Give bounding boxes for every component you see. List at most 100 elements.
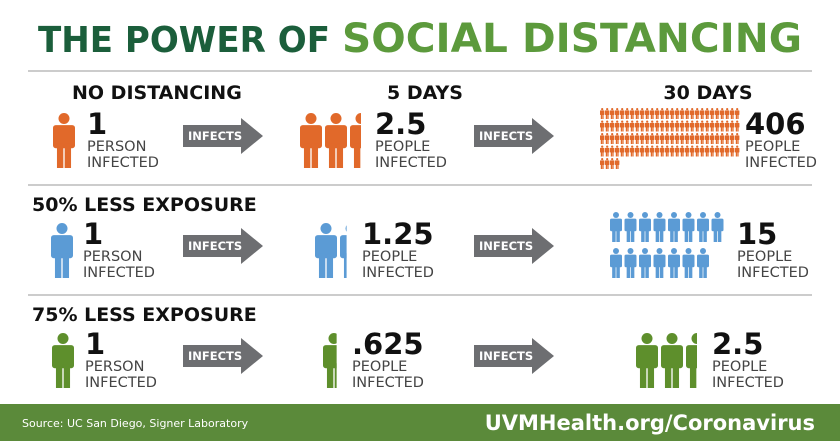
body <box>655 110 660 116</box>
person-icon <box>615 120 620 132</box>
arrow <box>474 118 554 154</box>
head <box>641 108 644 111</box>
leg <box>720 126 723 132</box>
leg <box>665 151 668 157</box>
head <box>626 145 629 148</box>
body <box>640 110 645 116</box>
leg <box>615 139 618 144</box>
body <box>625 147 630 153</box>
leg <box>715 114 718 119</box>
person-icon <box>735 145 740 157</box>
head <box>691 108 694 111</box>
body <box>624 254 637 268</box>
body <box>705 122 710 128</box>
head <box>676 145 679 148</box>
head <box>631 120 634 123</box>
unit-label: PEOPLE <box>352 359 407 375</box>
leg <box>657 126 659 132</box>
leg <box>687 126 689 132</box>
head <box>621 108 624 111</box>
leg <box>722 126 724 132</box>
leg <box>632 114 634 119</box>
person-icon <box>665 145 670 157</box>
body <box>675 122 680 128</box>
person-icon <box>690 145 695 157</box>
leg <box>662 114 664 119</box>
footer-band <box>0 404 840 441</box>
body <box>650 147 655 153</box>
body <box>650 122 655 128</box>
person-icon <box>680 108 685 119</box>
leg <box>672 139 674 144</box>
person-icon <box>615 108 620 119</box>
head <box>706 133 709 136</box>
person-icon <box>610 248 622 278</box>
head <box>631 133 634 136</box>
leg <box>735 126 738 132</box>
head <box>627 248 634 254</box>
person-icon <box>615 133 620 144</box>
person-icon <box>710 120 715 132</box>
leg <box>677 139 679 144</box>
leg <box>680 139 683 144</box>
leg <box>55 363 63 388</box>
body <box>323 345 337 369</box>
head <box>706 108 709 111</box>
leg <box>610 164 613 169</box>
head <box>661 133 664 136</box>
person-icon <box>645 133 650 144</box>
leg <box>712 126 714 132</box>
body <box>660 110 665 116</box>
body <box>639 218 651 232</box>
number: 2.5 <box>375 107 426 141</box>
person-icon <box>660 108 665 119</box>
leg <box>717 114 719 119</box>
leg <box>617 151 619 157</box>
leg <box>730 151 733 157</box>
head <box>681 108 684 111</box>
leg <box>670 151 673 157</box>
person-icon <box>639 248 651 278</box>
leg <box>735 114 738 119</box>
head <box>656 108 659 111</box>
head <box>631 108 634 111</box>
head <box>616 158 619 161</box>
person-icon <box>615 145 620 157</box>
leg <box>715 139 718 144</box>
person-icon <box>635 120 640 132</box>
person-icon <box>625 133 630 144</box>
body <box>675 135 680 141</box>
head <box>666 133 669 136</box>
title-part1: THE POWER OF <box>38 20 330 61</box>
arrow-label: INFECTS <box>188 349 242 363</box>
leg <box>725 151 728 157</box>
leg <box>650 126 653 132</box>
leg <box>326 253 334 278</box>
head <box>706 120 709 123</box>
leg <box>700 126 703 132</box>
person-icon <box>660 120 665 132</box>
person-icon <box>660 133 665 144</box>
person-icon <box>639 212 651 242</box>
person-icon <box>610 108 615 119</box>
leg <box>632 139 634 144</box>
leg <box>702 151 704 157</box>
head <box>696 120 699 123</box>
body <box>650 110 655 116</box>
body <box>685 135 690 141</box>
leg <box>616 264 620 278</box>
person-icon <box>653 212 666 242</box>
body <box>610 254 622 268</box>
person-icon <box>630 108 635 119</box>
leg <box>722 114 724 119</box>
leg <box>630 126 633 132</box>
head <box>636 145 639 148</box>
leg <box>713 228 718 242</box>
body <box>645 122 650 128</box>
leg <box>620 114 623 119</box>
head <box>711 133 714 136</box>
leg <box>725 114 728 119</box>
leg <box>662 126 664 132</box>
leg <box>717 151 719 157</box>
head <box>666 145 669 148</box>
